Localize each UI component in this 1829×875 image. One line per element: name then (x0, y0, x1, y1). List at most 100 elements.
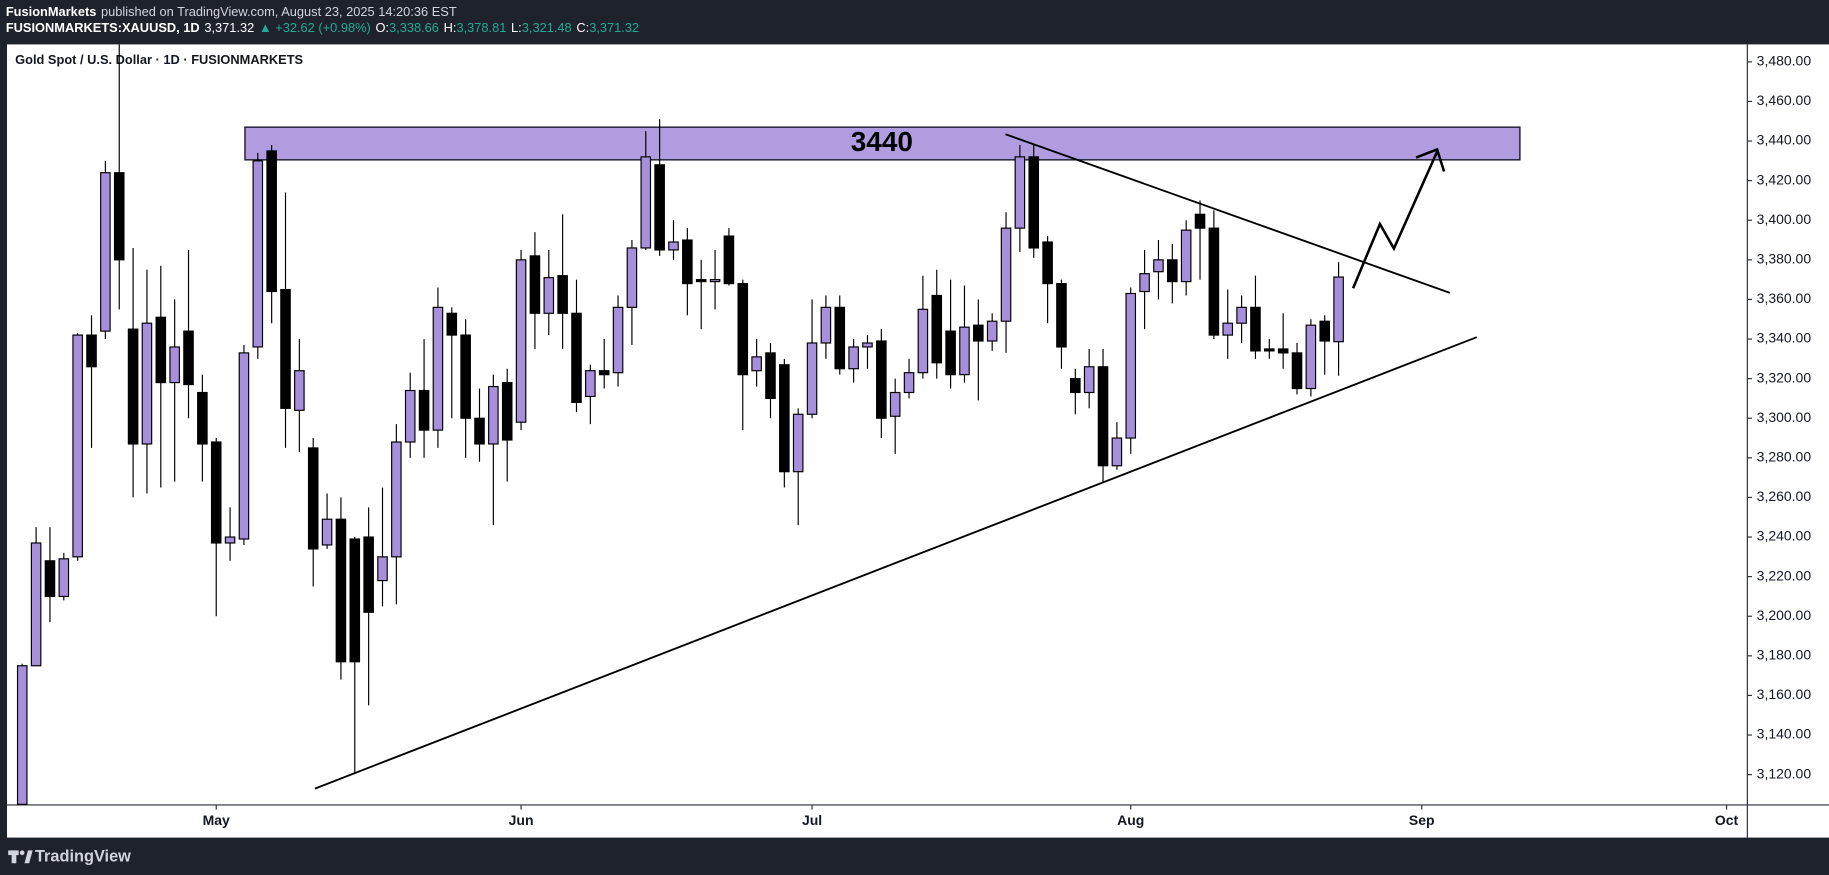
candle-body (1070, 378, 1081, 394)
candle-body (654, 164, 665, 251)
candle-body (931, 294, 943, 364)
candle-body (1139, 273, 1150, 293)
symbol-info: FUSIONMARKETS:XAUUSD, 1D 3,371.32 ▲ +32.62… (6, 21, 639, 36)
ohlc-value: 3,371.32 (589, 21, 639, 36)
candle-body (945, 330, 956, 376)
candle-body (501, 382, 513, 441)
candle-body (1194, 213, 1206, 229)
candle-body (1319, 320, 1331, 342)
y-tick-label: 3,240.00 (1757, 528, 1812, 544)
logo-part (19, 850, 25, 856)
candle-body (973, 324, 984, 342)
candle-body (1125, 292, 1137, 439)
candle-body (889, 391, 901, 417)
publish-info: FusionMarkets published on TradingView.co… (6, 4, 457, 19)
candles (16, 44, 1344, 805)
symbol: FUSIONMARKETS:XAUUSD, 1D (6, 21, 200, 36)
candle-body (848, 346, 859, 370)
candle-body (16, 665, 28, 805)
candle-body (876, 340, 887, 419)
candle-body (1097, 366, 1109, 467)
candle-body (1042, 241, 1053, 285)
candle-body (723, 235, 735, 285)
candle-body (294, 370, 305, 411)
candle-body (612, 306, 624, 374)
zone-layer: 3440 (244, 126, 1521, 161)
publisher: FusionMarkets (6, 4, 97, 19)
ohlc-label: H: (444, 21, 457, 36)
brand: TradingView (35, 848, 131, 866)
drawings (314, 133, 1478, 790)
y-tick-label: 3,260.00 (1757, 488, 1812, 504)
candle-body (751, 356, 762, 372)
last-price: 3,371.32 (204, 21, 254, 36)
candle-body (1277, 348, 1289, 354)
published-text: published on TradingView.com, August 23,… (101, 4, 457, 19)
y-tick-label: 3,460.00 (1757, 92, 1812, 108)
y-tick-label: 3,220.00 (1757, 567, 1812, 583)
candle-body (1291, 352, 1303, 390)
candle-body (557, 275, 568, 314)
candle-body (266, 150, 277, 293)
ohlc-value: 3,378.81 (456, 21, 506, 36)
axes: 3,120.00 3,140.00 3,160.00 3,180.00 3,200.00… (203, 53, 1812, 828)
candle-body (113, 172, 125, 261)
candle-body (446, 312, 458, 336)
candle-body (779, 364, 790, 473)
candle-body (834, 306, 846, 370)
x-tick-label: Jul (802, 812, 822, 828)
candle-body (917, 308, 929, 374)
chart-title: Gold Spot / U.S. Dollar · 1D · FUSIONMAR… (15, 52, 303, 67)
logo-part (24, 850, 33, 864)
y-tick-label: 3,120.00 (1757, 765, 1812, 781)
candle-body (1208, 227, 1220, 336)
y-tick-label: 3,180.00 (1757, 647, 1812, 663)
candle-body (668, 241, 679, 251)
ohlc-value: 3,338.66 (389, 21, 439, 36)
candle-body (307, 447, 319, 550)
y-tick-label: 3,380.00 (1757, 251, 1812, 267)
candle-body (321, 518, 333, 546)
candle-body (44, 560, 56, 598)
y-tick-label: 3,280.00 (1757, 449, 1812, 465)
x-tick-label: Sep (1409, 812, 1435, 828)
ohlc-label: C: (576, 21, 589, 36)
candle-body (238, 352, 250, 540)
candle-body (30, 542, 42, 667)
candle-body (488, 385, 499, 445)
candle-body (141, 322, 153, 445)
candle-body (806, 342, 818, 415)
candle-body (571, 312, 582, 403)
candle-body (1264, 348, 1275, 352)
candle-body (280, 288, 291, 409)
candle-body (1111, 437, 1123, 467)
candle-body (169, 346, 180, 384)
y-tick-label: 3,420.00 (1757, 171, 1812, 187)
resistance-zone (244, 126, 1521, 161)
candle-body (363, 536, 374, 613)
candle-body (1180, 229, 1192, 283)
candle-body (349, 538, 361, 663)
candle-body (197, 391, 208, 445)
candle-body (252, 160, 264, 348)
change: ▲ +32.62 (+0.98%) (259, 21, 371, 36)
candle-body (404, 389, 416, 443)
y-tick-label: 3,440.00 (1757, 132, 1812, 148)
candle-body (1153, 259, 1164, 273)
candle-body (377, 556, 388, 582)
x-tick-label: Aug (1117, 812, 1144, 828)
candle-body (127, 328, 139, 445)
candle-body (1056, 283, 1067, 348)
footer-logo (8, 850, 33, 864)
y-tick-label: 3,160.00 (1757, 686, 1812, 702)
candle-body (986, 320, 998, 342)
candle-body (640, 156, 652, 249)
projection-arrow (1351, 151, 1439, 289)
candle-body (210, 441, 222, 544)
candle-body (72, 334, 83, 558)
lower-trendline (314, 336, 1478, 790)
candle-body (1083, 366, 1095, 394)
candle-body (224, 536, 236, 544)
y-tick-label: 3,360.00 (1757, 290, 1812, 306)
